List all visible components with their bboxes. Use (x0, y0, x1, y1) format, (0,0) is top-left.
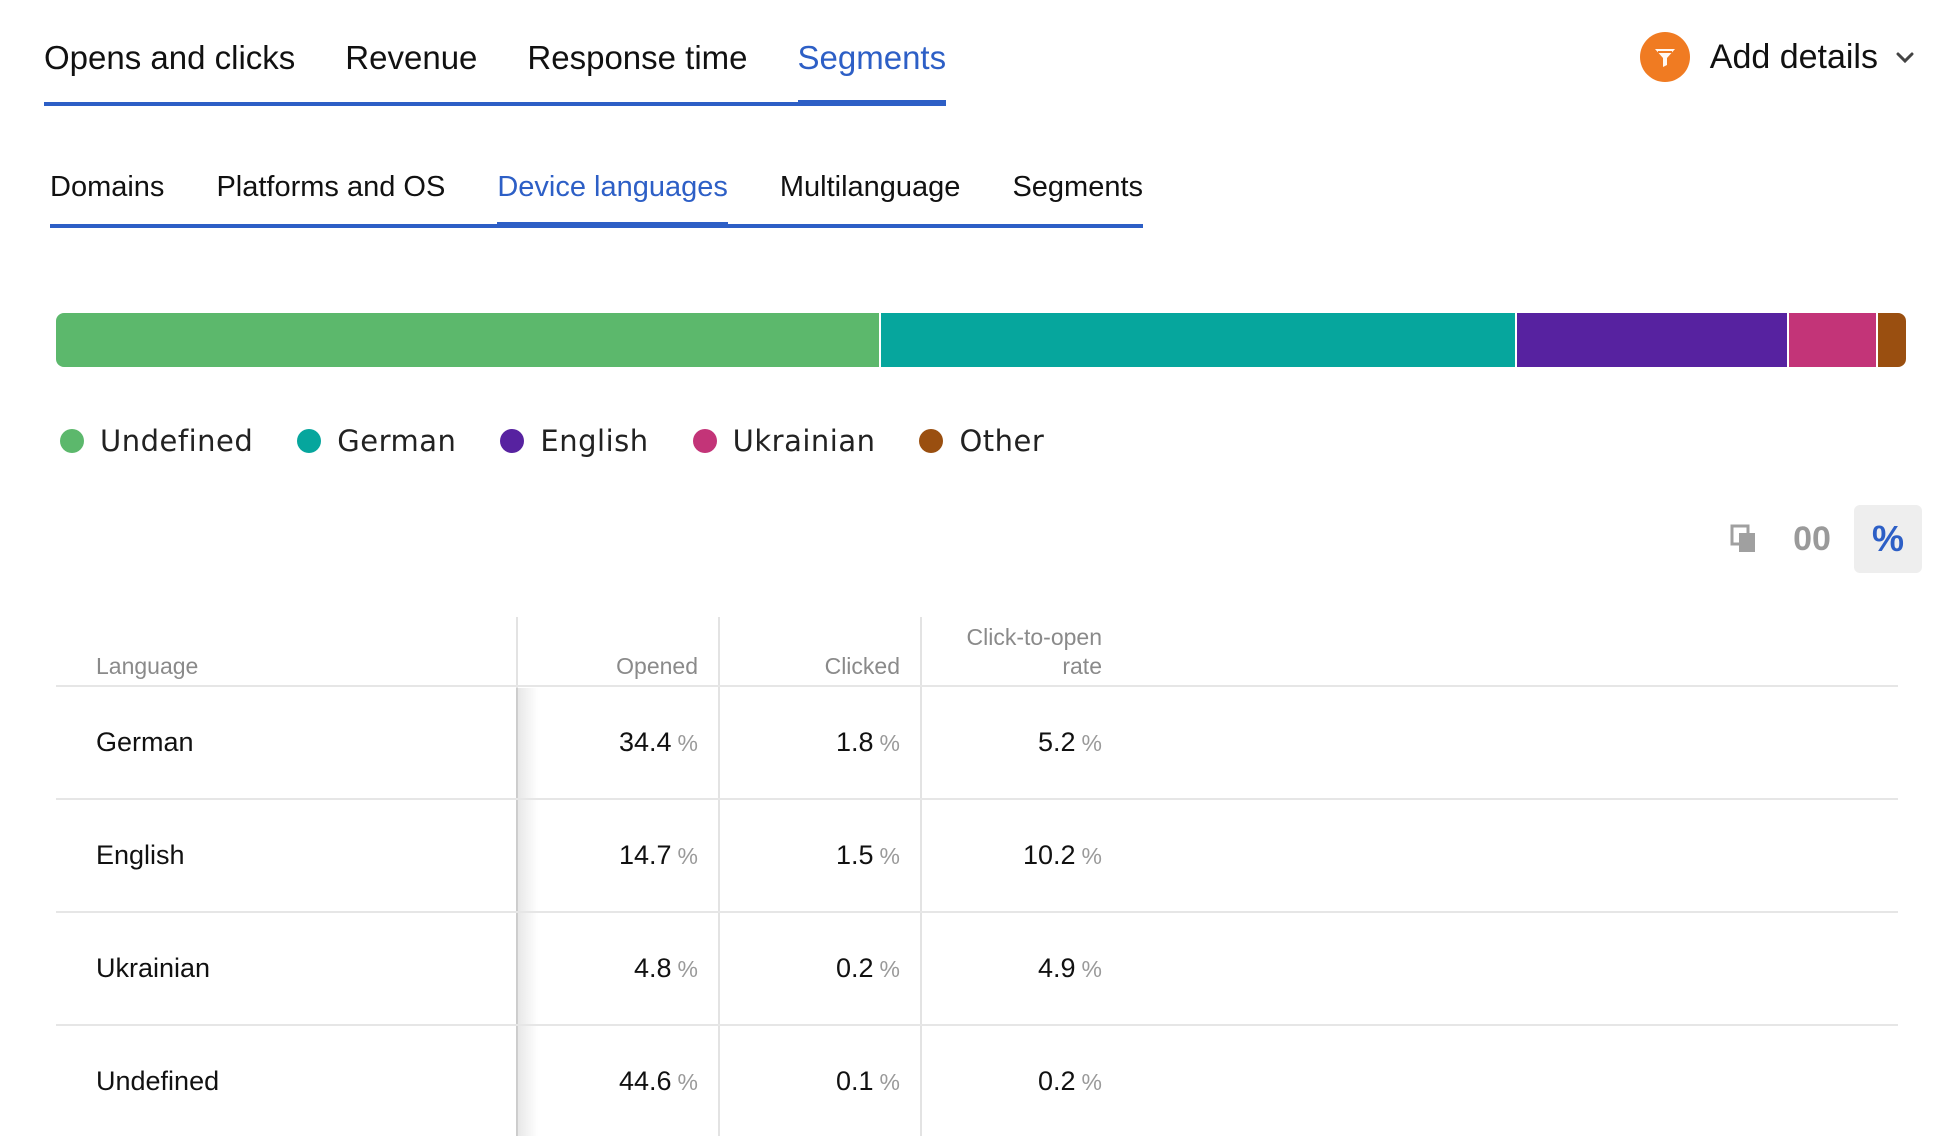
cell-unit: % (1081, 1069, 1102, 1095)
legend-label: Ukrainian (732, 424, 876, 458)
cell-value: 34.4 (618, 727, 672, 757)
cell-language: English (96, 840, 185, 870)
header-cto-line2: rate (1062, 653, 1102, 679)
tab-opens-and-clicks[interactable]: Opens and clicks (44, 39, 296, 76)
legend-item-undefined: Undefined (60, 424, 253, 458)
cell-opened: 34.4% (516, 727, 718, 758)
legend-label: English (540, 424, 649, 458)
cell-unit: % (879, 1069, 900, 1095)
cell-unit: % (1081, 843, 1102, 869)
bar-segment-german[interactable] (881, 313, 1518, 367)
legend-dot (500, 429, 525, 453)
add-details-dropdown[interactable]: Add details (1639, 32, 1916, 82)
cell-value: 4.8 (634, 953, 672, 983)
add-details-label: Add details (1709, 37, 1878, 76)
legend-dot (60, 429, 84, 453)
cell-clicked: 1.5% (718, 840, 920, 871)
cell-value: 1.8 (836, 727, 874, 757)
table-row: Undefined 44.6% 0.1% 0.2% (56, 1026, 1898, 1136)
cell-value: 4.9 (1038, 953, 1076, 983)
cell-value: 1.5 (836, 840, 874, 870)
legend-dot (919, 429, 944, 453)
chevron-down-icon (1896, 52, 1914, 64)
bar-segment-undefined[interactable] (56, 313, 882, 367)
cell-opened: 4.8% (516, 953, 718, 984)
cell-unit: % (879, 843, 900, 869)
cell-unit: % (1081, 730, 1102, 756)
subtab-segments[interactable]: Segments (1012, 170, 1144, 203)
sub-tab-bar: Domains Platforms and OS Device language… (50, 150, 1144, 228)
legend-item-ukrainian: Ukrainian (692, 424, 876, 458)
absolute-values-toggle[interactable]: 00 (1793, 519, 1831, 558)
header-cto-text: Click-to-open rate (967, 623, 1103, 681)
cell-value: 5.2 (1038, 727, 1076, 757)
value-format-toggle: 00 % (1718, 505, 1922, 573)
cell-unit: % (1081, 956, 1102, 982)
header-click-to-open-rate[interactable]: Click-to-open rate (920, 617, 1122, 685)
column-divider (920, 617, 922, 1136)
legend-label: Undefined (100, 424, 254, 458)
tab-revenue[interactable]: Revenue (345, 39, 478, 76)
cell-value: 10.2 (1022, 840, 1076, 870)
cell-unit: % (677, 956, 698, 982)
cell-click-to-open-rate: 10.2% (920, 840, 1122, 871)
copy-icon[interactable] (1718, 505, 1770, 573)
subtab-device-languages[interactable]: Device languages (497, 150, 728, 228)
table-row: English 14.7% 1.5% 10.2% (56, 800, 1898, 913)
cell-value: 0.2 (1038, 1066, 1076, 1096)
cell-click-to-open-rate: 5.2% (920, 727, 1122, 758)
funnel-icon (1639, 32, 1690, 82)
cell-unit: % (879, 956, 900, 982)
cell-clicked: 0.2% (718, 953, 920, 984)
header-opened[interactable]: Opened (616, 653, 698, 679)
header-cto-line1: Click-to-open (966, 624, 1103, 650)
table-row: Ukrainian 4.8% 0.2% 4.9% (56, 913, 1898, 1026)
tab-response-time[interactable]: Response time (527, 39, 748, 76)
cell-language: Ukrainian (96, 953, 211, 983)
cell-unit: % (677, 1069, 698, 1095)
legend-dot (692, 429, 717, 453)
legend-item-english: English (500, 424, 648, 458)
legend-label: Other (959, 424, 1045, 458)
legend-dot (297, 429, 322, 453)
column-divider (718, 617, 720, 1136)
top-tab-bar: Opens and clicks Revenue Response time S… (44, 0, 947, 106)
header-language[interactable]: Language (96, 653, 199, 679)
cell-value: 0.1 (836, 1066, 874, 1096)
cell-language: Undefined (96, 1066, 220, 1096)
cell-click-to-open-rate: 0.2% (920, 1066, 1122, 1097)
legend-item-other: Other (919, 424, 1044, 458)
subtab-domains[interactable]: Domains (50, 170, 165, 203)
percent-values-toggle[interactable]: % (1854, 505, 1922, 573)
cell-value: 14.7 (618, 840, 672, 870)
cell-unit: % (677, 843, 698, 869)
bar-segment-ukrainian[interactable] (1789, 313, 1879, 367)
legend-label: German (337, 424, 457, 458)
column-divider (516, 617, 518, 1136)
language-distribution-bar (56, 313, 1906, 367)
cell-clicked: 1.8% (718, 727, 920, 758)
cell-clicked: 0.1% (718, 1066, 920, 1097)
cell-unit: % (879, 730, 900, 756)
table-header: Language Opened Clicked Click-to-open ra… (56, 617, 1898, 687)
tab-segments[interactable]: Segments (797, 0, 946, 106)
subtab-multilanguage[interactable]: Multilanguage (779, 170, 961, 203)
bar-segment-other[interactable] (1878, 313, 1906, 367)
cell-opened: 14.7% (516, 840, 718, 871)
legend: Undefined German English Ukrainian Other (60, 424, 1088, 458)
cell-language: German (96, 727, 194, 757)
languages-table: Language Opened Clicked Click-to-open ra… (56, 617, 1898, 1136)
header-clicked[interactable]: Clicked (824, 653, 900, 679)
table-row: German 34.4% 1.8% 5.2% (56, 687, 1898, 800)
cell-click-to-open-rate: 4.9% (920, 953, 1122, 984)
subtab-platforms-and-os[interactable]: Platforms and OS (216, 170, 446, 203)
cell-unit: % (677, 730, 698, 756)
cell-value: 44.6 (618, 1066, 672, 1096)
bar-segment-english[interactable] (1517, 313, 1790, 367)
legend-item-german: German (297, 424, 456, 458)
cell-opened: 44.6% (516, 1066, 718, 1097)
cell-value: 0.2 (836, 953, 874, 983)
